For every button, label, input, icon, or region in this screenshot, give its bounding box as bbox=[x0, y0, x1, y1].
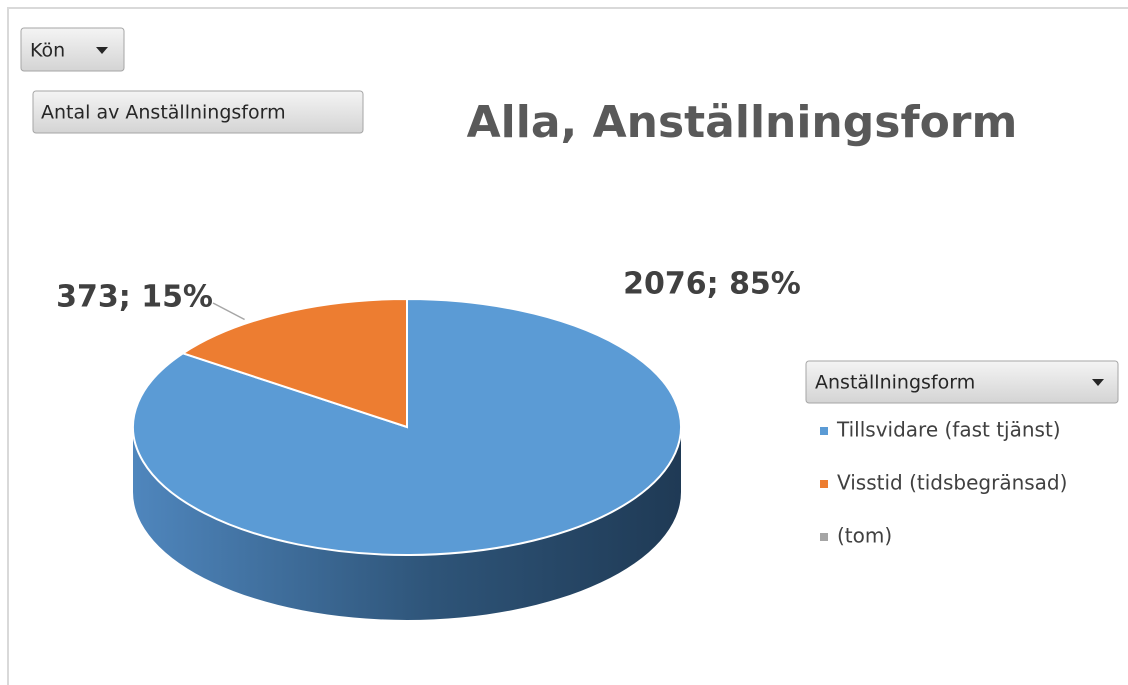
legend-field-button[interactable] bbox=[805, 360, 1119, 404]
filter-button-label: Kön bbox=[30, 40, 65, 62]
legend-field-label: Anställningsform bbox=[815, 372, 975, 394]
filter-button[interactable] bbox=[20, 27, 125, 72]
value-label: 2076; 85% bbox=[623, 267, 801, 302]
values-field-button[interactable] bbox=[32, 90, 364, 134]
legend-label: (tom) bbox=[837, 524, 892, 548]
value-label: 373; 15% bbox=[56, 280, 213, 315]
legend-label: Visstid (tidsbegränsad) bbox=[837, 471, 1067, 495]
values-field-label: Antal av Anställningsform bbox=[41, 102, 286, 124]
legend-marker bbox=[820, 427, 828, 435]
legend-label: Tillsvidare (fast tjänst) bbox=[836, 418, 1061, 442]
leader-line bbox=[212, 302, 245, 321]
dropdown-arrow bbox=[96, 47, 108, 54]
pie-side bbox=[133, 427, 681, 620]
legend-marker bbox=[820, 533, 828, 541]
legend-marker bbox=[820, 480, 828, 488]
chart-title: Alla, Anställningsform bbox=[467, 97, 1018, 148]
pie-slice bbox=[180, 297, 408, 429]
pie-slice bbox=[132, 297, 682, 556]
frame bbox=[7, 7, 1128, 685]
dropdown-arrow bbox=[1092, 379, 1104, 386]
